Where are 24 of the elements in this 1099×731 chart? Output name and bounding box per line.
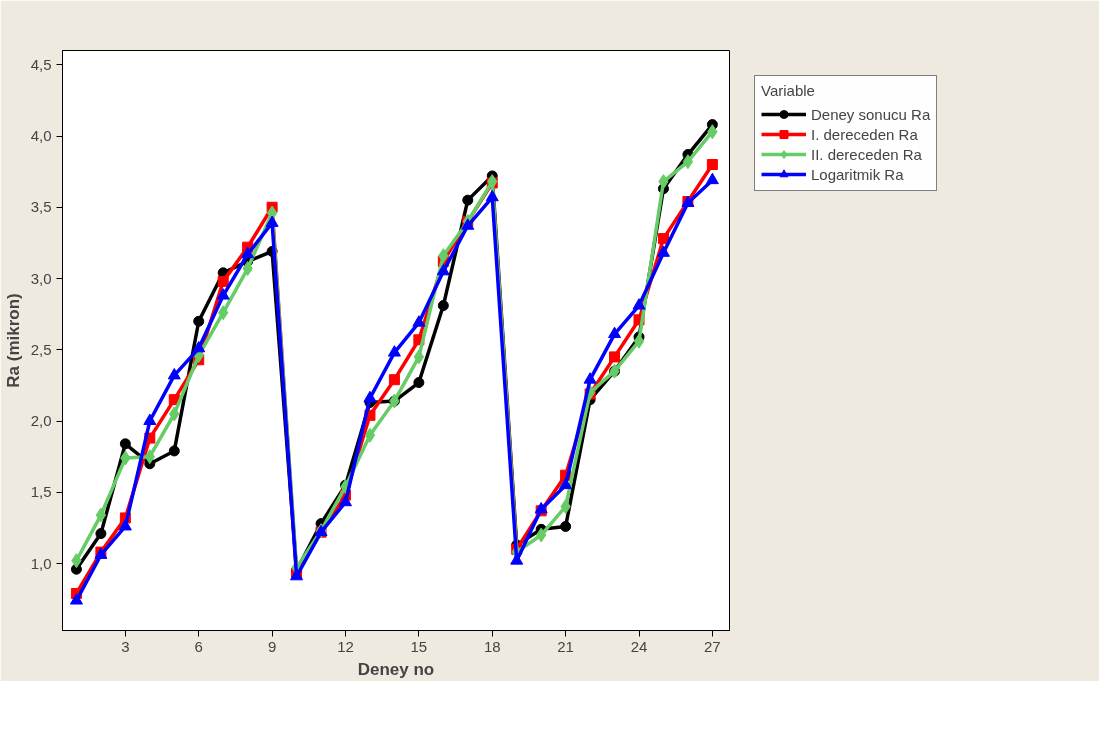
- y-tick-label: 4,5: [30, 55, 52, 73]
- y-tick-label: 3,5: [30, 198, 52, 216]
- legend-label: I. dereceden Ra: [811, 125, 918, 143]
- x-tick-label: 15: [410, 637, 428, 655]
- legend-label: Deney sonucu Ra: [811, 105, 931, 123]
- y-axis-title: Ra (mikron): [3, 293, 23, 388]
- legend-title: Variable: [761, 82, 816, 99]
- x-tick-label: 9: [267, 637, 277, 655]
- x-axis-title: Deney no: [357, 659, 435, 679]
- x-tick-label: 21: [557, 637, 574, 655]
- y-tick-label: 1,5: [30, 483, 52, 501]
- y-tick-label: 3,0: [30, 269, 52, 287]
- y-tick-label: 2,0: [30, 412, 52, 430]
- y-tick-label: 1,0: [30, 554, 52, 572]
- x-tick-label: 3: [121, 637, 130, 655]
- x-tick-label: 27: [704, 637, 721, 655]
- y-tick-label: 4,0: [30, 127, 52, 144]
- legend-label: Logaritmik Ra: [811, 165, 904, 183]
- x-tick-label: 6: [194, 637, 203, 655]
- x-tick-label: 24: [630, 637, 648, 655]
- y-tick-label: 2,5: [30, 340, 52, 358]
- x-tick-label: 12: [337, 637, 354, 655]
- legend-label: II. dereceden Ra: [811, 145, 922, 163]
- x-tick-label: 18: [483, 637, 501, 655]
